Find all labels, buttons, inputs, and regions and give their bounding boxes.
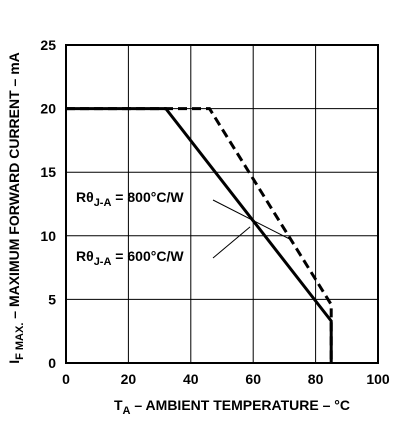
x-tick-label: 20 bbox=[121, 371, 137, 387]
x-tick-label: 100 bbox=[366, 371, 390, 387]
x-axis-title: TA – AMBIENT TEMPERATURE – °C bbox=[114, 397, 350, 417]
annotation-leader-line bbox=[212, 199, 291, 241]
series-annotation: RθJ-A = 800°C/W bbox=[76, 189, 184, 209]
series-line-800-c-w bbox=[66, 107, 333, 363]
x-tick-label: 40 bbox=[183, 371, 199, 387]
annotation-leader-line bbox=[212, 226, 251, 259]
x-tick-labels: 0 20 40 60 80 100 bbox=[62, 371, 390, 387]
x-tick-label: 80 bbox=[308, 371, 324, 387]
grid bbox=[66, 45, 378, 363]
annotation-group: RθJ-A = 800°C/W RθJ-A = 600°C/W bbox=[76, 189, 291, 268]
y-tick-label: 5 bbox=[48, 291, 56, 307]
x-tick-label: 0 bbox=[62, 371, 70, 387]
series-annotation: RθJ-A = 600°C/W bbox=[76, 248, 184, 268]
y-tick-label: 25 bbox=[40, 37, 56, 53]
y-axis-title: IF MAX. – MAXIMUM FORWARD CURRENT – mA bbox=[6, 52, 26, 364]
x-tick-label: 60 bbox=[245, 371, 261, 387]
y-tick-label: 10 bbox=[40, 228, 56, 244]
y-tick-label: 20 bbox=[40, 101, 56, 117]
plot-frame bbox=[65, 44, 379, 364]
y-tick-labels: 0 5 10 15 20 25 bbox=[40, 37, 56, 371]
y-tick-label: 0 bbox=[48, 355, 56, 371]
y-tick-label: 15 bbox=[40, 164, 56, 180]
series-group bbox=[66, 107, 333, 363]
